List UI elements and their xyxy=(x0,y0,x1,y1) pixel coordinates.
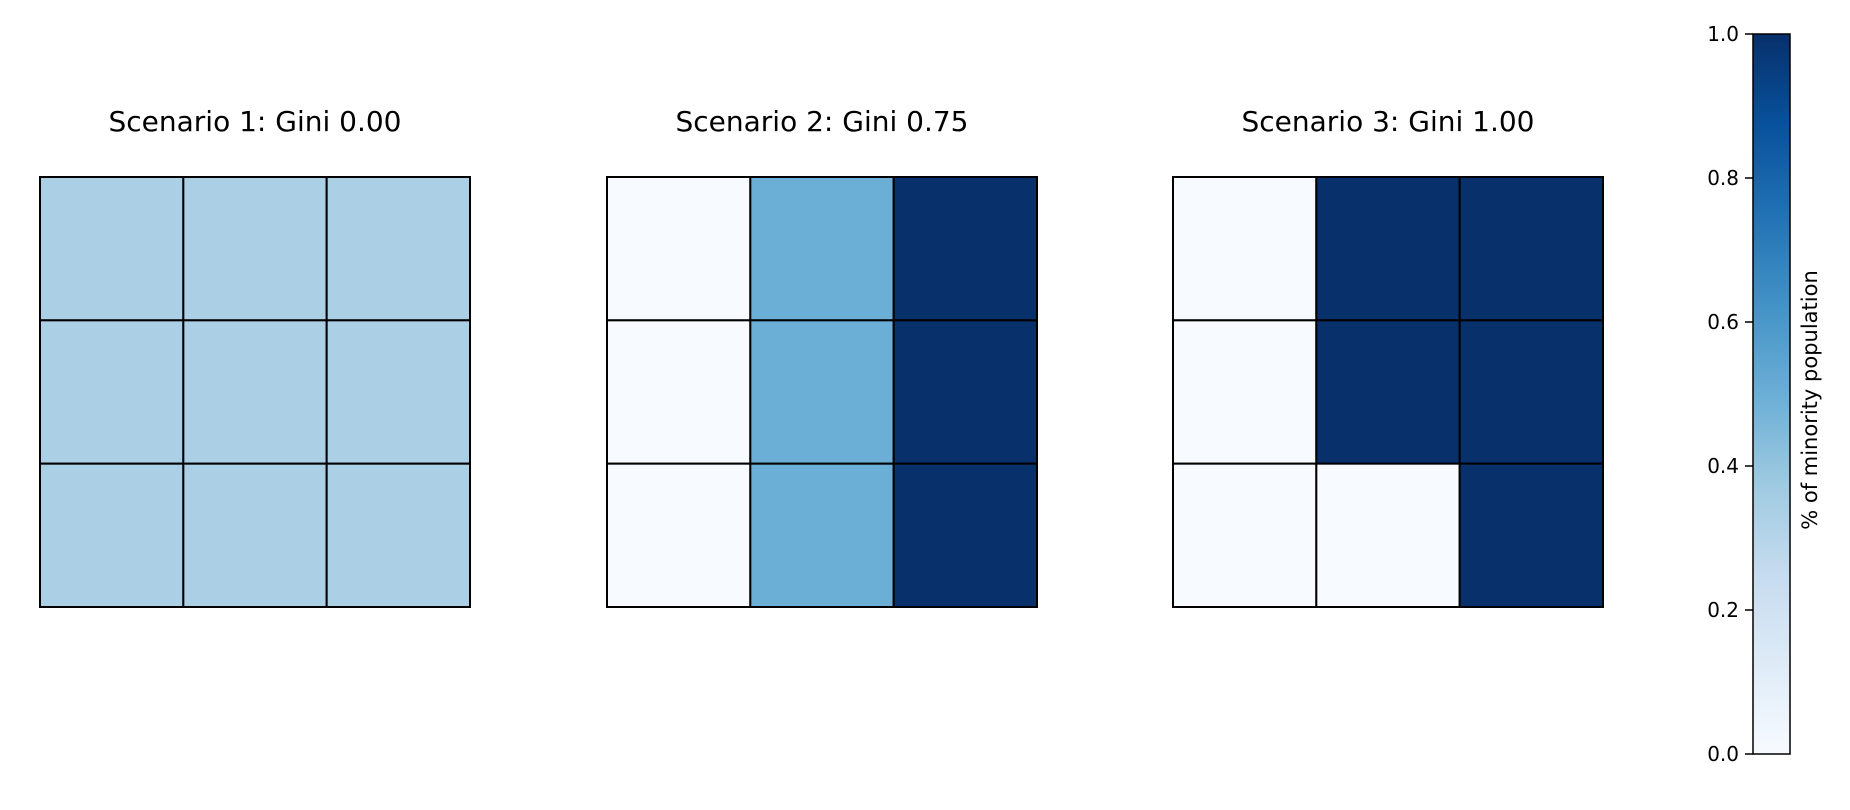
colorbar-tick: 0.4 xyxy=(1707,454,1753,478)
colorbar-tick: 0.6 xyxy=(1707,310,1753,334)
heatmap-panel-1: Scenario 1: Gini 0.00 xyxy=(39,105,471,608)
colorbar-label: % of minority population xyxy=(1798,270,1822,530)
colorbar-tick-label: 0.6 xyxy=(1707,310,1739,334)
colorbar-tick: 1.0 xyxy=(1707,22,1753,46)
heatmap-cell xyxy=(606,319,752,465)
heatmap-cell xyxy=(182,319,328,465)
colorbar-tick-label: 0.0 xyxy=(1707,742,1739,766)
colorbar-tick-label: 0.2 xyxy=(1707,598,1739,622)
heatmap-cell xyxy=(749,319,895,465)
heatmap-cell xyxy=(606,462,752,608)
heatmap-cell xyxy=(606,176,752,322)
colorbar: 0.0 0.2 0.4 0.6 0.8 1.0 % of minority populat… xyxy=(1707,22,1822,766)
heatmap-cell xyxy=(182,462,328,608)
heatmap-panel-2: Scenario 2: Gini 0.75 xyxy=(606,105,1039,608)
heatmap-cell xyxy=(39,176,185,322)
panel-title: Scenario 3: Gini 1.00 xyxy=(1241,105,1534,138)
panel-title: Scenario 1: Gini 0.00 xyxy=(108,105,401,138)
heatmap-cell xyxy=(182,176,328,322)
heatmap-cell xyxy=(1172,319,1318,465)
heatmap-panels: Scenario 1: Gini 0.00 Scenario 2: Gini 0.… xyxy=(39,105,1604,608)
heatmap-cell xyxy=(39,462,185,608)
heatmap-cell xyxy=(1458,462,1604,608)
heatmap-cell xyxy=(749,176,895,322)
colorbar-tick-label: 0.4 xyxy=(1707,454,1739,478)
heatmap-cell xyxy=(325,176,471,322)
colorbar-tick: 0.0 xyxy=(1707,742,1753,766)
colorbar-tick: 0.2 xyxy=(1707,598,1753,622)
colorbar-gradient xyxy=(1752,33,1791,755)
colorbar-tick-label: 0.8 xyxy=(1707,166,1739,190)
heatmap-cell xyxy=(892,176,1039,322)
heatmap-cell xyxy=(1315,176,1461,322)
heatmap-cell xyxy=(1458,176,1604,322)
heatmap-cell xyxy=(1315,319,1461,465)
heatmap-cell xyxy=(325,462,471,608)
heatmap-cell xyxy=(1458,319,1604,465)
heatmap-cell xyxy=(39,319,185,465)
heatmap-cell xyxy=(1172,462,1318,608)
heatmap-cell xyxy=(325,319,471,465)
heatmap-cell xyxy=(892,319,1039,465)
panel-title: Scenario 2: Gini 0.75 xyxy=(675,105,968,138)
colorbar-tick-label: 1.0 xyxy=(1707,22,1739,46)
heatmap-cell xyxy=(1172,176,1318,322)
heatmap-cell xyxy=(1315,462,1461,608)
colorbar-ticks: 0.0 0.2 0.4 0.6 0.8 1.0 xyxy=(1707,22,1753,766)
heatmap-panel-3: Scenario 3: Gini 1.00 xyxy=(1172,105,1604,608)
colorbar-tick: 0.8 xyxy=(1707,166,1753,190)
heatmap-cell xyxy=(892,462,1039,608)
heatmap-cell xyxy=(749,462,895,608)
